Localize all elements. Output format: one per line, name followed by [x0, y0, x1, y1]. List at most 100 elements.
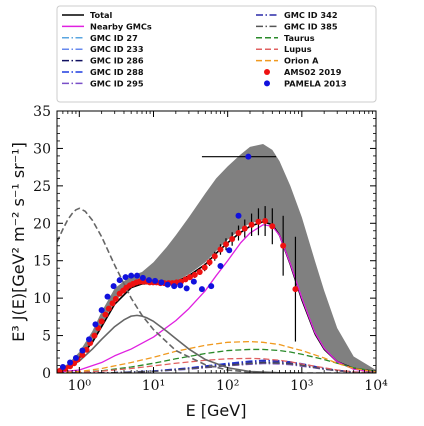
- x-tick-label: 10⁴: [364, 378, 388, 394]
- ams02-2019-point: [191, 271, 198, 278]
- legend-frame: [56, 5, 377, 103]
- legend-label: GMC ID 385: [284, 21, 338, 31]
- legend-swatch-ams02-2019: [264, 69, 270, 75]
- legend-label: GMC ID 233: [90, 44, 144, 54]
- legend-label: Total: [90, 10, 113, 20]
- y-tick-label: 10: [33, 291, 51, 307]
- series-line-orion-a: [57, 340, 376, 373]
- legend-entry: Total: [62, 10, 113, 20]
- pamela-2013-point: [104, 293, 111, 300]
- pamela-2013-point: [72, 355, 79, 362]
- legend-entry: PAMELA 2013: [264, 78, 347, 88]
- series-line-taurus: [57, 348, 376, 373]
- pamela-2013-point: [85, 336, 92, 343]
- ams02-2019-point: [229, 236, 236, 243]
- ams02-2019-point: [109, 300, 116, 307]
- ams02-2019-point: [201, 264, 208, 271]
- series-line-nearby-gmcs: [57, 224, 376, 373]
- pamela-2013-point: [177, 282, 184, 289]
- ams02-2019-point: [182, 276, 189, 283]
- ams02-2019-point: [102, 311, 109, 318]
- y-tick-label: 35: [33, 104, 51, 120]
- pamela-2013-point: [59, 364, 66, 371]
- pamela-2013-point: [208, 283, 215, 290]
- legend-entry: GMC ID 288: [62, 67, 144, 77]
- legend-label: PAMELA 2013: [284, 78, 347, 88]
- pamela-2013-point: [158, 279, 165, 286]
- ams02-2019-point: [292, 286, 299, 293]
- legend-label: GMC ID 288: [90, 67, 144, 77]
- pamela-2013-point: [67, 359, 74, 366]
- pamela-2013-point: [226, 247, 233, 254]
- ams02-2019-point: [186, 274, 193, 281]
- pamela-2013-point: [92, 321, 99, 328]
- ams02-2019-point: [223, 241, 230, 248]
- pamela-2013-point: [98, 307, 105, 314]
- pamela-2013-point: [171, 283, 178, 290]
- ams02-2019-point: [235, 230, 242, 237]
- pamela-2013-point: [134, 272, 141, 279]
- ams02-2019-point: [206, 259, 213, 266]
- ams02-2019-point: [79, 352, 86, 359]
- legend-entry: Lupus: [256, 44, 312, 54]
- x-axis-label: E [GeV]: [186, 401, 247, 420]
- legend-entry: GMC ID 27: [62, 33, 138, 43]
- pamela-2013-point: [245, 153, 252, 160]
- pamela-2013-point: [235, 212, 242, 219]
- pamela-2013-point: [152, 277, 159, 284]
- pamela-2013-point: [116, 277, 123, 284]
- pamela-2013-point: [139, 274, 146, 281]
- legend-entry: GMC ID 385: [256, 21, 338, 31]
- uncertainty-band: [57, 143, 376, 372]
- ams02-2019-point: [255, 218, 262, 225]
- y-tick-label: 25: [33, 179, 51, 195]
- ams02-2019-point: [112, 295, 119, 302]
- legend-entry: GMC ID 295: [62, 78, 144, 88]
- legend-label: AMS02 2019: [284, 67, 342, 77]
- axes: 10⁰ 10¹ 10² 10³ 10⁴ 0 5 10 15 20 25 30 35: [33, 104, 388, 394]
- legend-label: Taurus: [284, 33, 315, 43]
- pamela-2013-point: [146, 277, 153, 284]
- ams02-2019-point: [248, 221, 255, 228]
- legend-label: Lupus: [284, 44, 312, 54]
- series-line-gmc-id-385: [57, 362, 376, 373]
- legend-label: Nearby GMCs: [90, 21, 152, 31]
- legend-entry: Orion A: [256, 56, 319, 66]
- y-tick-label: 0: [42, 366, 51, 382]
- ams02-2019-point: [217, 246, 224, 253]
- legend-swatch-pamela-2013: [264, 80, 270, 87]
- ams02-2019-point: [262, 218, 269, 225]
- x-tick-label: 10⁰: [68, 378, 92, 394]
- series-line-lupus: [57, 357, 376, 373]
- x-tick-label: 10³: [290, 378, 313, 394]
- pamela-2013-point: [110, 283, 117, 290]
- ams02-2019-point: [211, 253, 218, 260]
- x-tick-label: 10¹: [142, 378, 165, 394]
- pamela-2013-point: [164, 281, 171, 288]
- y-tick-label: 30: [33, 141, 51, 157]
- legend-entry: GMC ID 342: [256, 10, 338, 20]
- y-tick-label: 5: [42, 329, 51, 345]
- ams02-2019-point: [105, 305, 112, 312]
- y-tick-label: 15: [33, 254, 51, 270]
- legend-label: GMC ID 286: [90, 56, 144, 66]
- legend-entry: Nearby GMCs: [62, 21, 152, 31]
- pamela-2013-point: [128, 272, 135, 279]
- y-axis-label: E³ J(E)[GeV² m⁻² s⁻¹ sr⁻¹]: [9, 142, 28, 342]
- legend-label: GMC ID 295: [90, 78, 144, 88]
- ams02-2019-point: [269, 223, 276, 230]
- legend-entry: Taurus: [256, 33, 315, 43]
- series-line-component-12: [57, 207, 376, 373]
- ams02-2019-point: [241, 225, 248, 232]
- pamela-2013-point: [122, 274, 129, 281]
- ams02-2019-point: [98, 318, 105, 325]
- pamela-2013-point: [190, 278, 197, 285]
- legend-entry: GMC ID 233: [62, 44, 144, 54]
- ams02-2019-point: [196, 268, 203, 275]
- series-line-component-13: [57, 314, 302, 373]
- pamela-2013-point: [217, 262, 224, 269]
- ams02-2019-point: [280, 242, 287, 249]
- legend-label: GMC ID 27: [90, 33, 138, 43]
